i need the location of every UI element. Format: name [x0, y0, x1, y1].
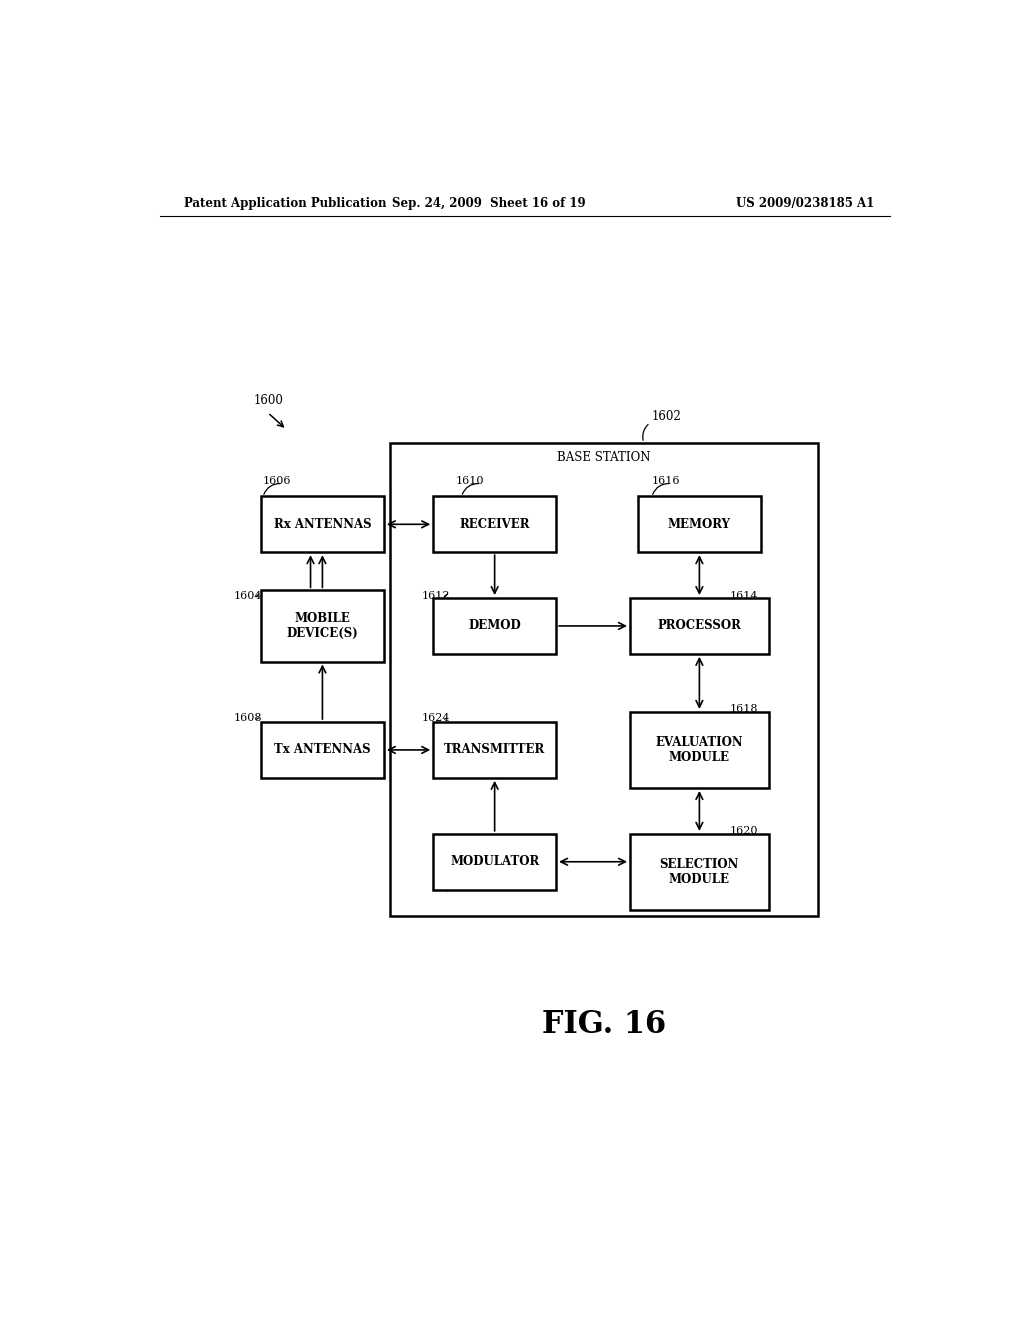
- Text: 1608: 1608: [233, 713, 262, 722]
- Text: RECEIVER: RECEIVER: [460, 517, 529, 531]
- Bar: [390, 444, 818, 916]
- Text: MOBILE
DEVICE(S): MOBILE DEVICE(S): [287, 612, 358, 640]
- Text: 1622: 1622: [430, 882, 459, 892]
- Bar: [630, 834, 769, 909]
- Bar: [630, 711, 769, 788]
- Text: 1604: 1604: [233, 590, 262, 601]
- Text: 1606: 1606: [263, 475, 292, 486]
- Bar: [433, 598, 556, 653]
- Text: Rx ANTENNAS: Rx ANTENNAS: [273, 517, 372, 531]
- Text: 1614: 1614: [729, 590, 758, 601]
- Text: FIG. 16: FIG. 16: [542, 1008, 667, 1040]
- Text: Sep. 24, 2009  Sheet 16 of 19: Sep. 24, 2009 Sheet 16 of 19: [392, 197, 586, 210]
- Text: DEMOD: DEMOD: [468, 619, 521, 632]
- Text: 1612: 1612: [422, 590, 451, 601]
- Text: 1610: 1610: [456, 475, 484, 486]
- Bar: [433, 834, 556, 890]
- Text: TRANSMITTER: TRANSMITTER: [444, 743, 545, 756]
- Bar: [433, 496, 556, 552]
- Text: SELECTION
MODULE: SELECTION MODULE: [659, 858, 739, 886]
- Text: 1620: 1620: [729, 826, 758, 837]
- Text: 1600: 1600: [253, 395, 284, 408]
- Text: MODULATOR: MODULATOR: [450, 855, 540, 869]
- Text: US 2009/0238185 A1: US 2009/0238185 A1: [735, 197, 873, 210]
- Text: Patent Application Publication: Patent Application Publication: [183, 197, 386, 210]
- Bar: [433, 722, 556, 777]
- Bar: [261, 722, 384, 777]
- Bar: [638, 496, 761, 552]
- Bar: [261, 496, 384, 552]
- Text: Tx ANTENNAS: Tx ANTENNAS: [274, 743, 371, 756]
- Text: 1602: 1602: [652, 409, 682, 422]
- Text: MEMORY: MEMORY: [668, 517, 731, 531]
- Text: 1618: 1618: [729, 705, 758, 714]
- Text: PROCESSOR: PROCESSOR: [657, 619, 741, 632]
- Bar: [630, 598, 769, 653]
- Text: 1616: 1616: [652, 475, 680, 486]
- Text: 1624: 1624: [422, 713, 451, 722]
- Text: BASE STATION: BASE STATION: [557, 451, 651, 465]
- Bar: [261, 590, 384, 661]
- Text: EVALUATION
MODULE: EVALUATION MODULE: [655, 737, 743, 764]
